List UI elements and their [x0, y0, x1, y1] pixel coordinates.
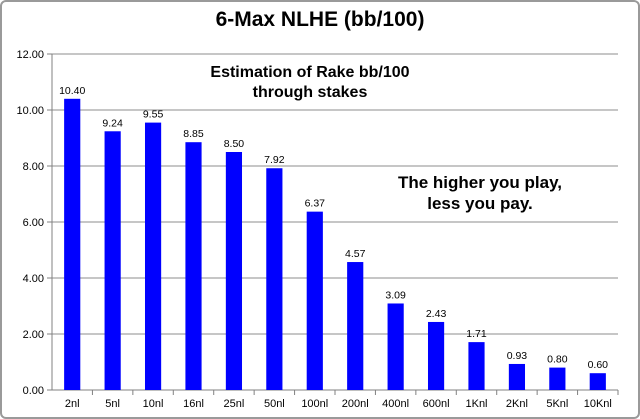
data-label-16nl: 8.85: [183, 128, 204, 140]
bar-2Knl: [508, 363, 526, 390]
y-tick-label: 6.00: [23, 217, 44, 229]
y-tick-label: 2.00: [23, 329, 44, 341]
data-label-25nl: 8.50: [224, 138, 245, 150]
bar-600nl: [427, 321, 445, 390]
data-label-5nl: 9.24: [102, 117, 123, 129]
x-tick-label-600nl: 600nl: [423, 398, 450, 410]
annotation-rake-estimation: Estimation of Rake bb/100 through stakes: [210, 64, 410, 101]
data-label-1Knl: 1.71: [466, 328, 487, 340]
x-tick-label-25nl: 25nl: [224, 398, 245, 410]
data-label-400nl: 3.09: [385, 289, 406, 301]
data-label-2Knl: 0.93: [507, 350, 528, 362]
data-label-100nl: 6.37: [305, 198, 326, 210]
x-tick-label-5Knl: 5Knl: [546, 398, 568, 410]
bar-100nl: [306, 211, 323, 390]
bar-50nl: [266, 168, 283, 390]
bar-5nl: [104, 131, 121, 390]
bar-400nl: [387, 303, 404, 390]
x-tick-label-10nl: 10nl: [143, 398, 164, 410]
bar-200nl: [347, 262, 364, 390]
x-tick-label-16nl: 16nl: [183, 398, 204, 410]
y-tick-label: 4.00: [23, 273, 44, 285]
x-tick-label-2Knl: 2Knl: [506, 398, 528, 410]
y-tick-label: 12.00: [16, 49, 44, 61]
bar-1Knl: [468, 342, 485, 390]
data-label-5Knl: 0.80: [547, 354, 568, 366]
y-tick-label: 8.00: [23, 161, 44, 173]
data-label-200nl: 4.57: [345, 248, 366, 260]
x-tick-label-1Knl: 1Knl: [465, 398, 487, 410]
data-label-50nl: 7.92: [264, 154, 285, 166]
x-tick-label-2nl: 2nl: [65, 398, 80, 410]
data-label-2nl: 10.40: [59, 85, 85, 97]
x-tick-label-10Knl: 10Knl: [584, 398, 612, 410]
x-tick-label-100nl: 100nl: [301, 398, 328, 410]
y-tick-label: 0.00: [23, 385, 44, 397]
bar-10Knl: [589, 373, 606, 390]
x-tick-label-5nl: 5nl: [105, 398, 120, 410]
data-label-10nl: 9.55: [143, 109, 164, 121]
bar-10nl: [144, 122, 162, 390]
bar-2nl: [64, 98, 81, 391]
bar-5Knl: [549, 367, 566, 390]
x-tick-label-400nl: 400nl: [382, 398, 409, 410]
data-label-10Knl: 0.60: [588, 359, 609, 371]
y-tick-label: 10.00: [16, 105, 44, 117]
annotation-higher-you-play: The higher you play, less you pay.: [397, 173, 563, 213]
chart-title: 6-Max NLHE (bb/100): [215, 8, 425, 31]
x-tick-label-200nl: 200nl: [342, 398, 369, 410]
bar-16nl: [185, 142, 202, 390]
bar-25nl: [225, 152, 243, 390]
data-label-600nl: 2.43: [426, 308, 447, 320]
x-tick-label-50nl: 50nl: [264, 398, 285, 410]
